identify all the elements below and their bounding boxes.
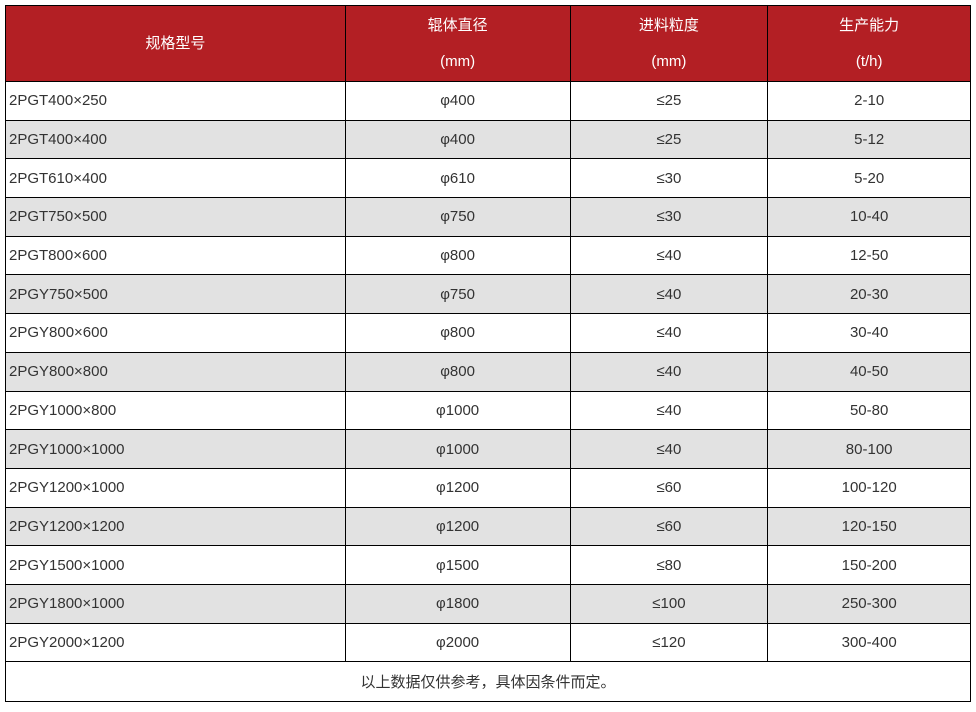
header-cell-diameter: 辊体直径 (mm) [344,5,571,82]
cell-model: 2PGY750×500 [5,274,346,315]
cell-feed: ≤60 [569,506,769,547]
cell-feed: ≤100 [569,583,769,624]
cell-feed: ≤25 [569,119,769,160]
table-row: 2PGY1800×1000 φ1800 ≤100 250-300 [5,583,971,624]
cell-feed: ≤30 [569,197,769,237]
cell-diameter: φ750 [344,274,571,315]
header-cell-model: 规格型号 [5,5,346,82]
cell-diameter: φ800 [344,313,571,353]
cell-diameter: φ400 [344,81,571,121]
cell-feed: ≤40 [569,313,769,353]
cell-feed: ≤30 [569,158,769,199]
cell-feed: ≤120 [569,622,769,663]
table-row: 2PGT400×250 φ400 ≤25 2-10 [5,81,971,121]
cell-feed: ≤40 [569,390,769,431]
cell-capacity: 20-30 [767,274,971,315]
table-row: 2PGY1200×1200 φ1200 ≤60 120-150 [5,506,971,547]
header-cell-feed-size: 进料粒度 (mm) [569,5,769,82]
cell-capacity: 100-120 [767,467,971,508]
header-capacity-title: 生产能力 [839,16,900,34]
cell-diameter: φ800 [344,351,571,392]
cell-diameter: φ1000 [344,390,571,431]
cell-diameter: φ2000 [344,622,571,663]
spec-table-header: 规格型号 辊体直径 (mm) 进料粒度 (mm) [5,5,971,82]
header-feed-size-title: 进料粒度 [638,16,699,34]
cell-feed: ≤40 [569,429,769,469]
cell-diameter: φ1500 [344,545,571,585]
cell-capacity: 12-50 [767,235,971,276]
cell-diameter: φ1200 [344,506,571,547]
cell-diameter: φ1000 [344,429,571,469]
cell-model: 2PGY2000×1200 [5,622,346,663]
cell-model: 2PGY1000×800 [5,390,346,431]
cell-feed: ≤40 [569,235,769,276]
table-row: 2PGT400×400 φ400 ≤25 5-12 [5,119,971,160]
cell-diameter: φ1800 [344,583,571,624]
cell-diameter: φ610 [344,158,571,199]
cell-model: 2PGT610×400 [5,158,346,199]
cell-capacity: 5-20 [767,158,971,199]
header-cell-capacity: 生产能力 (t/h) [767,5,971,82]
cell-model: 2PGY1200×1200 [5,506,346,547]
cell-capacity: 120-150 [767,506,971,547]
cell-capacity: 2-10 [767,81,971,121]
cell-diameter: φ800 [344,235,571,276]
cell-capacity: 250-300 [767,583,971,624]
cell-model: 2PGT800×600 [5,235,346,276]
cell-model: 2PGT400×250 [5,81,346,121]
table-row: 2PGY1000×1000 φ1000 ≤40 80-100 [5,429,971,469]
header-row: 规格型号 辊体直径 (mm) 进料粒度 (mm) [5,5,971,82]
cell-feed: ≤40 [569,351,769,392]
cell-model: 2PGT400×400 [5,119,346,160]
header-diameter-unit: (mm) [440,52,476,70]
table-row: 2PGY800×600 φ800 ≤40 30-40 [5,313,971,353]
cell-diameter: φ1200 [344,467,571,508]
cell-feed: ≤25 [569,81,769,121]
table-row: 2PGT750×500 φ750 ≤30 10-40 [5,197,971,237]
table-row: 2PGY1500×1000 φ1500 ≤80 150-200 [5,545,971,585]
header-diameter-title: 辊体直径 [427,16,488,34]
cell-capacity: 5-12 [767,119,971,160]
cell-capacity: 50-80 [767,390,971,431]
header-capacity-unit: (t/h) [855,52,883,70]
cell-capacity: 30-40 [767,313,971,353]
cell-feed: ≤40 [569,274,769,315]
cell-capacity: 300-400 [767,622,971,663]
cell-model: 2PGT750×500 [5,197,346,237]
header-feed-size-unit: (mm) [651,52,687,70]
cell-diameter: φ400 [344,119,571,160]
footer-note: 以上数据仅供参考，具体因条件而定。 [5,661,971,703]
cell-model: 2PGY1200×1000 [5,467,346,508]
spec-table: 规格型号 辊体直径 (mm) 进料粒度 (mm) [5,5,971,703]
table-row: 2PGT610×400 φ610 ≤30 5-20 [5,158,971,199]
cell-model: 2PGY1800×1000 [5,583,346,624]
table-row: 2PGY750×500 φ750 ≤40 20-30 [5,274,971,315]
cell-model: 2PGY1000×1000 [5,429,346,469]
cell-capacity: 80-100 [767,429,971,469]
table-row: 2PGY1000×800 φ1000 ≤40 50-80 [5,390,971,431]
spec-table-body: 2PGT400×250 φ400 ≤25 2-10 2PGT400×400 φ400 ≤25… [5,81,971,663]
cell-feed: ≤80 [569,545,769,585]
cell-model: 2PGY800×600 [5,313,346,353]
cell-capacity: 10-40 [767,197,971,237]
spec-table-footer: 以上数据仅供参考，具体因条件而定。 [5,661,971,703]
footer-row: 以上数据仅供参考，具体因条件而定。 [5,661,971,703]
cell-diameter: φ750 [344,197,571,237]
table-row: 2PGY2000×1200 φ2000 ≤120 300-400 [5,622,971,663]
cell-model: 2PGY1500×1000 [5,545,346,585]
cell-feed: ≤60 [569,467,769,508]
cell-capacity: 40-50 [767,351,971,392]
table-row: 2PGY800×800 φ800 ≤40 40-50 [5,351,971,392]
cell-capacity: 150-200 [767,545,971,585]
table-row: 2PGY1200×1000 φ1200 ≤60 100-120 [5,467,971,508]
cell-model: 2PGY800×800 [5,351,346,392]
table-row: 2PGT800×600 φ800 ≤40 12-50 [5,235,971,276]
header-model-title: 规格型号 [145,34,206,52]
